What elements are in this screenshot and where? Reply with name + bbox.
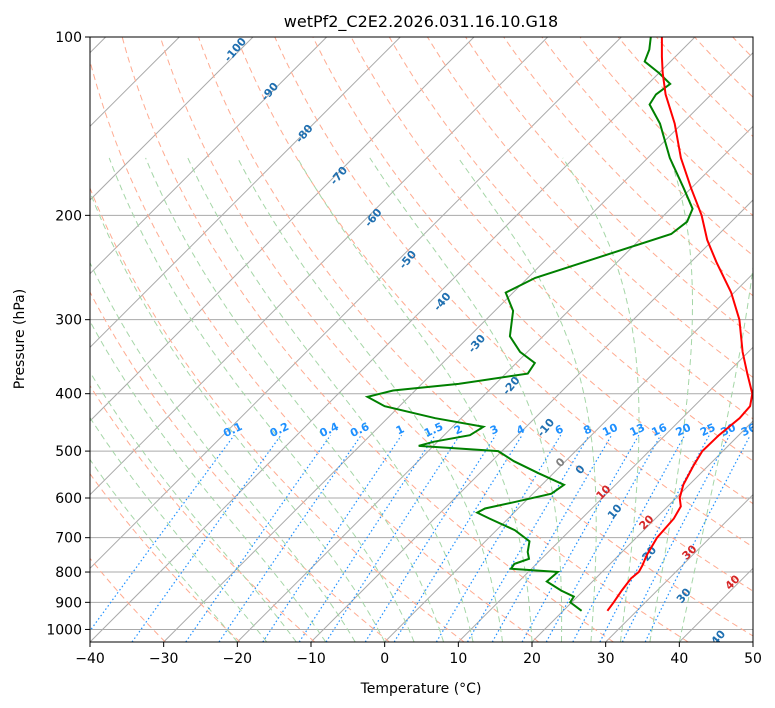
x-tick-label: 20 — [523, 651, 541, 667]
isotherm-gridlines — [90, 37, 753, 642]
mixing-ratio-line — [621, 434, 731, 642]
x-tick-label: −40 — [75, 651, 105, 667]
mixing-ratio-label: 30 — [718, 421, 738, 439]
mixing-ratio-lines — [90, 434, 751, 642]
moist-adiabat-line — [90, 416, 268, 642]
x-tick-label: 30 — [597, 651, 615, 667]
x-tick-label: −20 — [223, 651, 253, 667]
mixing-ratio-line — [393, 434, 523, 642]
dry-adiabats — [90, 37, 753, 642]
dry-adiabat-line — [274, 37, 753, 548]
dry-adiabat-line — [198, 37, 753, 637]
dewpoint-profile — [364, 37, 694, 612]
isotherm-line — [90, 37, 549, 496]
moist-adiabat-line — [90, 371, 297, 642]
mixing-ratio-line — [218, 434, 362, 642]
dry-adiabat-line — [388, 37, 753, 420]
y-axis-label: Pressure (hPa) — [12, 289, 28, 389]
moist-adiabat-line — [90, 320, 327, 642]
plot-area: 0.1 0.2 0.4 0.6 1 1.5 2 3 4 6 8 10 13 16 20 25 30 36-100-… — [90, 37, 759, 642]
mixing-ratio-label: 13 — [628, 421, 647, 439]
isotherm-line — [384, 272, 753, 642]
isotherm-line — [90, 37, 254, 201]
mixing-ratio-line — [572, 434, 686, 642]
y-tick-label: 200 — [55, 208, 82, 224]
dry-adiabat-line — [503, 37, 753, 297]
x-tick-label: 40 — [670, 651, 688, 667]
mixing-ratio-label: 20 — [674, 421, 694, 439]
y-axis-ticks: 100 200 300 400 500 600 700 800 900 1000 — [46, 30, 90, 638]
mixing-ratio-label: 25 — [698, 421, 717, 439]
dry-adiabat-line — [121, 37, 614, 642]
mixing-ratio-line — [325, 434, 461, 642]
y-tick-label: 1000 — [46, 622, 82, 638]
moist-adiabat-line — [145, 157, 445, 642]
mixing-ratio-line — [466, 434, 590, 642]
dry-adiabat-line — [312, 37, 753, 505]
y-tick-label: 100 — [55, 30, 82, 46]
moist-adiabats — [90, 157, 753, 642]
y-tick-label: 400 — [55, 387, 82, 403]
isotherm-line — [90, 37, 622, 570]
moist-adiabat-line — [90, 261, 356, 642]
x-tick-label: 50 — [744, 651, 762, 667]
isotherm-line — [310, 199, 753, 642]
temperature-profile — [606, 37, 753, 612]
moist-adiabat-line — [90, 190, 386, 642]
y-tick-label: 800 — [55, 565, 82, 581]
moist-adiabat-line — [457, 157, 597, 642]
y-tick-label: 500 — [55, 444, 82, 460]
mixing-ratio-label: 16 — [650, 421, 670, 439]
moist-adiabat-line — [649, 157, 693, 642]
dry-adiabat-line — [617, 37, 753, 177]
mixing-ratio-label: 36 — [739, 421, 759, 439]
isotherm-line — [457, 346, 753, 642]
moist-adiabat-line — [90, 458, 238, 642]
x-tick-label: −10 — [296, 651, 326, 667]
y-tick-label: 600 — [55, 491, 82, 507]
mixing-ratio-line — [644, 434, 751, 642]
isotherm-line — [163, 51, 753, 642]
dry-adiabat-line — [159, 37, 689, 642]
x-tick-label: 10 — [449, 651, 467, 667]
dry-adiabat-line — [90, 384, 316, 642]
plot-frame — [89, 36, 754, 643]
isotherm-line — [605, 493, 753, 642]
mixing-ratio-line — [364, 434, 497, 642]
moist-adiabat-line — [296, 157, 533, 642]
dry-adiabat-line — [90, 291, 390, 642]
isotherm-line — [531, 420, 753, 642]
moist-adiabat-line — [108, 157, 415, 642]
dry-adiabat-line — [90, 59, 540, 642]
x-axis-ticks: −40 −30 −20 −10 0 10 20 30 40 50 — [75, 642, 762, 667]
mixing-ratio-line — [491, 434, 613, 642]
mixing-ratio-line — [521, 434, 640, 642]
isobar-gridlines — [90, 37, 753, 630]
moist-adiabat-line — [678, 263, 753, 642]
x-tick-label: 0 — [380, 651, 389, 667]
moist-adiabat-line — [562, 157, 640, 642]
x-axis-label: Temperature (°C) — [360, 681, 482, 697]
mixing-ratio-line — [90, 434, 235, 632]
isotherm-line — [90, 37, 696, 642]
isotherm-line — [90, 37, 401, 349]
mixing-ratio-line — [545, 434, 662, 642]
y-tick-label: 900 — [55, 595, 82, 611]
dry-adiabat-line — [426, 37, 753, 378]
chart-title: wetPf2_C2E2.2026.031.16.10.G18 — [284, 12, 558, 32]
mixing-ratio-label: 10 — [600, 421, 620, 439]
mixing-ratio-line — [435, 434, 562, 642]
isotherm-line — [90, 37, 328, 275]
y-tick-label: 700 — [55, 531, 82, 547]
y-tick-label: 300 — [55, 313, 82, 329]
moist-adiabat-line — [369, 157, 563, 642]
isotherm-line — [90, 37, 475, 422]
isotherm-line — [236, 125, 753, 642]
dry-adiabat-line — [236, 37, 753, 592]
dry-adiabat-line — [90, 186, 465, 642]
x-tick-label: −30 — [149, 651, 179, 667]
mixing-ratio-line — [185, 434, 332, 642]
